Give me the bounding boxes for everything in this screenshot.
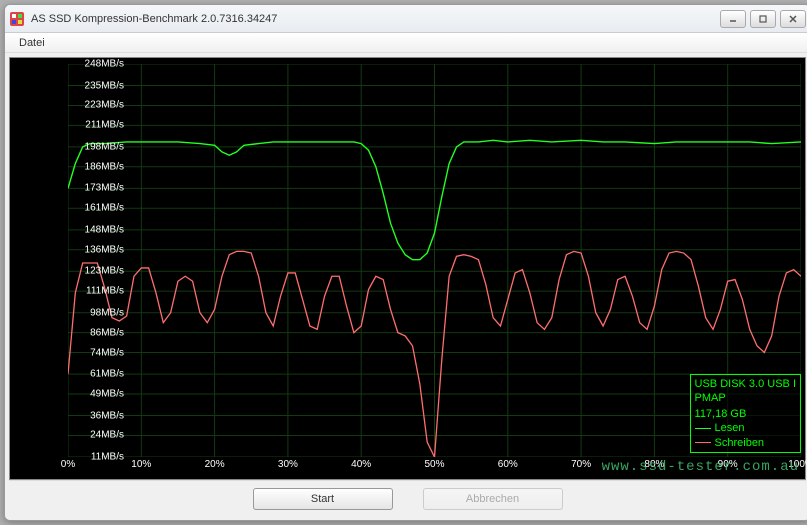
y-tick-label: 136MB/s [85, 244, 124, 255]
x-tick-label: 10% [131, 459, 151, 470]
x-tick-label: 20% [205, 459, 225, 470]
y-tick-label: 98MB/s [90, 307, 124, 318]
y-tick-label: 123MB/s [85, 266, 124, 277]
watermark: www.ssd-tester.com.au [602, 459, 799, 475]
y-tick-label: 36MB/s [90, 410, 124, 421]
y-tick-label: 24MB/s [90, 430, 124, 441]
y-tick-label: 49MB/s [90, 388, 124, 399]
y-tick-label: 248MB/s [85, 59, 124, 70]
x-tick-label: 60% [498, 459, 518, 470]
legend-write: Schreiben [695, 436, 796, 450]
x-tick-label: 0% [61, 459, 75, 470]
y-tick-label: 11MB/s [91, 452, 124, 463]
x-tick-label: 50% [424, 459, 444, 470]
y-tick-label: 198MB/s [85, 141, 124, 152]
y-tick-label: 186MB/s [85, 161, 124, 172]
app-window: AS SSD Kompression-Benchmark 2.0.7316.34… [4, 4, 807, 521]
y-tick-label: 148MB/s [85, 224, 124, 235]
legend-device-2: PMAP [695, 391, 796, 405]
legend-capacity: 117,18 GB [695, 407, 796, 421]
button-row: Start Abbrechen [9, 480, 806, 516]
window-controls [720, 10, 806, 28]
titlebar[interactable]: AS SSD Kompression-Benchmark 2.0.7316.34… [5, 5, 807, 33]
y-tick-label: 86MB/s [90, 327, 124, 338]
minimize-button[interactable] [720, 10, 746, 28]
legend-box: USB DISK 3.0 USB I PMAP 117,18 GB Lesen … [690, 374, 801, 453]
x-tick-label: 40% [351, 459, 371, 470]
y-tick-label: 173MB/s [85, 183, 124, 194]
content-area: 248MB/s 235MB/s 223MB/s 211MB/s 198MB/s 186MB… [5, 53, 807, 520]
window-title: AS SSD Kompression-Benchmark 2.0.7316.34… [31, 13, 720, 25]
y-tick-label: 111MB/s [86, 286, 124, 297]
y-tick-label: 223MB/s [85, 100, 124, 111]
legend-device-1: USB DISK 3.0 USB I [695, 377, 796, 391]
y-tick-label: 161MB/s [85, 203, 124, 214]
y-tick-label: 235MB/s [85, 80, 124, 91]
y-tick-label: 211MB/s [85, 120, 124, 131]
app-icon [9, 11, 25, 27]
menu-file[interactable]: Datei [11, 35, 53, 51]
chart-area: 248MB/s 235MB/s 223MB/s 211MB/s 198MB/s 186MB… [9, 57, 806, 480]
menubar: Datei [5, 33, 807, 53]
maximize-button[interactable] [750, 10, 776, 28]
start-button[interactable]: Start [253, 488, 393, 510]
cancel-button: Abbrechen [423, 488, 563, 510]
legend-read: Lesen [695, 421, 796, 435]
x-tick-label: 30% [278, 459, 298, 470]
x-tick-label: 70% [571, 459, 591, 470]
y-tick-label: 61MB/s [90, 369, 124, 380]
close-button[interactable] [780, 10, 806, 28]
y-tick-label: 74MB/s [90, 347, 124, 358]
